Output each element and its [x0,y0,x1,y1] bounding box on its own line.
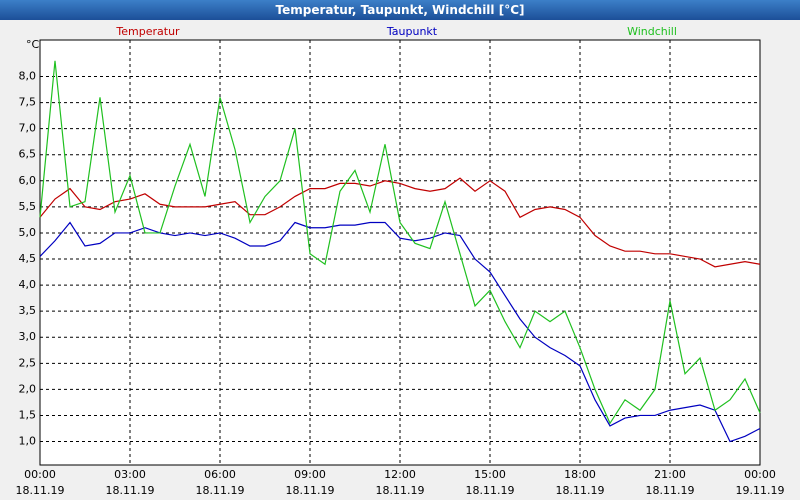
y-tick-label: 3,0 [19,330,37,343]
x-tick-date: 18.11.19 [556,484,605,497]
x-tick-label: 00:00 [24,468,56,481]
x-tick-date: 18.11.19 [466,484,515,497]
y-tick-label: 2,5 [19,356,37,369]
legend-entry: Taupunkt [386,25,438,38]
y-tick-label: 1,5 [19,408,37,421]
x-tick-label: 15:00 [474,468,506,481]
y-tick-label: 3,5 [19,304,37,317]
y-tick-label: 6,0 [19,174,37,187]
y-tick-label: 5,5 [19,200,37,213]
x-tick-date: 18.11.19 [106,484,155,497]
x-tick-date: 18.11.19 [376,484,425,497]
x-tick-label: 21:00 [654,468,686,481]
x-tick-label: 09:00 [294,468,326,481]
x-tick-label: 03:00 [114,468,146,481]
x-tick-date: 18.11.19 [16,484,65,497]
y-tick-label: 6,5 [19,148,37,161]
y-tick-label: 4,5 [19,252,37,265]
x-tick-date: 18.11.19 [646,484,695,497]
y-tick-label: 2,0 [19,382,37,395]
legend-entry: Temperatur [115,25,180,38]
y-unit: °C [26,38,40,51]
series-line [39,177,761,268]
x-tick-date: 18.11.19 [286,484,335,497]
y-tick-label: 1,0 [19,435,37,448]
x-tick-label: 12:00 [384,468,416,481]
y-tick-label: 5,0 [19,226,37,239]
chart: °C 1,0 1,5 2,0 2,5 3,0 3,5 4,0 4,5 5,0 5,5 6,0 6,5 7… [16,25,785,497]
legend-entry: Windchill [627,25,677,38]
series-line [39,60,761,425]
title-bar: Temperatur, Taupunkt, Windchill [°C] [0,0,800,20]
x-tick-label: 06:00 [204,468,236,481]
y-tick-label: 8,0 [19,70,37,83]
x-tick-label: 18:00 [564,468,596,481]
y-tick-label: 7,0 [19,122,37,135]
x-tick-date: 18.11.19 [196,484,245,497]
y-tick-label: 7,5 [19,96,37,109]
x-tick-date: 19.11.19 [736,484,785,497]
y-tick-label: 4,0 [19,278,37,291]
x-tick-label: 00:00 [744,468,776,481]
